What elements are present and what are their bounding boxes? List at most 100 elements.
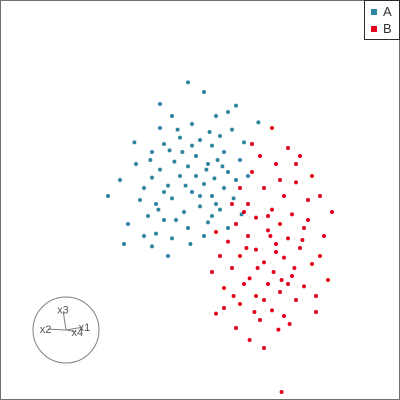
axis-guide-label: x4 <box>71 327 83 339</box>
data-point <box>183 183 188 188</box>
legend-item-a: A <box>371 5 392 19</box>
series-layer <box>106 80 334 394</box>
data-point <box>234 326 238 330</box>
axis-guide-line <box>65 326 83 331</box>
data-point <box>276 327 281 332</box>
data-point <box>250 170 254 174</box>
data-point <box>266 228 270 233</box>
data-point <box>298 154 302 158</box>
data-point <box>247 276 252 281</box>
data-point <box>262 298 266 302</box>
data-point <box>326 278 330 282</box>
data-point <box>194 154 198 158</box>
data-point <box>318 254 322 258</box>
data-point <box>234 178 238 182</box>
data-point <box>170 196 174 201</box>
data-point <box>178 135 182 140</box>
data-point <box>166 254 170 258</box>
data-point <box>186 226 190 230</box>
data-point <box>150 175 154 180</box>
data-point <box>166 183 170 188</box>
data-point <box>330 210 334 214</box>
data-point <box>122 242 126 246</box>
data-point <box>270 308 274 313</box>
data-point <box>134 162 138 166</box>
data-point <box>230 202 234 206</box>
data-point <box>262 186 266 190</box>
data-point <box>206 162 210 166</box>
data-point <box>132 140 137 145</box>
data-point <box>314 310 318 314</box>
data-point <box>252 310 257 314</box>
data-point <box>218 254 222 258</box>
data-point <box>204 167 209 172</box>
data-point <box>118 178 122 182</box>
data-point <box>220 164 225 169</box>
data-point <box>292 266 297 270</box>
data-point <box>212 176 217 181</box>
data-point <box>210 270 214 274</box>
data-point <box>279 278 284 282</box>
data-point <box>146 214 150 218</box>
data-point <box>230 127 234 132</box>
data-point <box>218 134 222 138</box>
data-point <box>246 174 250 178</box>
data-point <box>174 218 178 222</box>
data-point <box>250 142 254 146</box>
data-point <box>238 158 242 162</box>
data-point <box>231 294 236 298</box>
data-point <box>234 103 238 108</box>
data-point <box>170 236 174 241</box>
data-point <box>190 122 194 126</box>
data-point <box>214 202 218 206</box>
data-point <box>258 318 262 322</box>
data-point <box>214 114 218 118</box>
data-point <box>158 102 162 106</box>
axis-guide-label: x3 <box>57 305 69 317</box>
data-point <box>156 207 161 212</box>
data-point <box>142 234 146 238</box>
data-point <box>222 150 226 154</box>
data-point <box>298 246 302 250</box>
data-point <box>278 290 282 294</box>
data-point <box>218 207 222 212</box>
data-point <box>207 130 212 134</box>
data-point <box>182 210 186 214</box>
axis-guide-line <box>62 311 67 331</box>
data-point <box>167 148 172 153</box>
data-point <box>254 294 258 298</box>
data-point <box>202 234 206 238</box>
axis-guide-circle <box>32 296 100 364</box>
data-point <box>234 222 238 226</box>
data-point <box>258 154 262 158</box>
data-point <box>302 226 306 230</box>
data-point <box>162 190 166 194</box>
data-point <box>279 390 284 394</box>
data-point <box>278 178 282 182</box>
data-point <box>247 338 252 342</box>
data-point <box>142 186 146 190</box>
data-point <box>300 238 305 242</box>
data-point <box>210 214 214 218</box>
data-point <box>226 239 230 244</box>
data-point <box>242 140 246 145</box>
data-point <box>154 231 158 236</box>
data-point <box>158 126 162 130</box>
data-point <box>238 254 242 258</box>
legend-label-a: A <box>383 4 392 19</box>
data-point <box>242 282 246 286</box>
data-point <box>274 250 278 254</box>
axis-guide-label: x2 <box>40 324 52 336</box>
data-point <box>202 182 206 186</box>
data-point <box>194 174 198 178</box>
data-point <box>175 127 180 132</box>
data-point <box>154 202 158 206</box>
data-point <box>186 164 190 169</box>
data-point <box>238 186 242 190</box>
axis-guide-label: x1 <box>79 322 91 334</box>
data-point <box>231 196 236 201</box>
data-point <box>282 314 286 318</box>
series-b <box>210 126 334 394</box>
data-point <box>190 143 194 148</box>
data-point <box>158 167 162 172</box>
